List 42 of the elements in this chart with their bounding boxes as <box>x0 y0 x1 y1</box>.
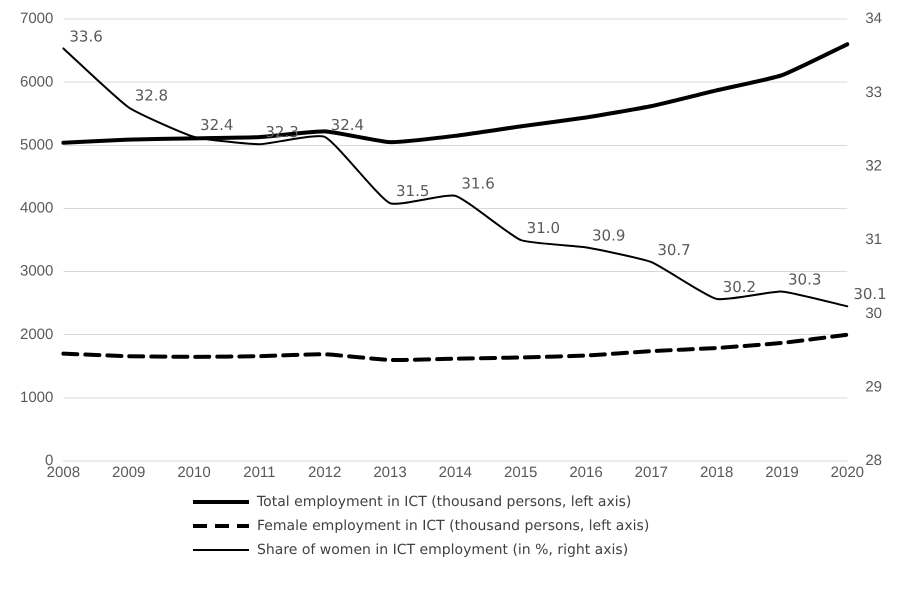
y-tick-label: 7000 <box>20 10 54 28</box>
y-tick-label: 4000 <box>20 200 54 217</box>
x-tick-label: 2018 <box>700 464 734 482</box>
y-tick-label: 6000 <box>20 73 54 90</box>
y2-tick-label: 33 <box>865 84 882 101</box>
data-label: 33.6 <box>69 27 103 46</box>
y2-tick-label: 29 <box>865 378 882 396</box>
y2-tick-label: 30 <box>865 304 882 322</box>
y2-tick-label: 28 <box>865 452 882 470</box>
x-tick-label: 2012 <box>308 464 342 482</box>
x-tick-label: 2011 <box>243 464 276 482</box>
legend-label: Share of women in ICT employment (in %, right axis) <box>257 542 628 558</box>
data-label: 30.9 <box>592 226 626 244</box>
y-tick-label: 5000 <box>20 136 54 154</box>
x-tick-label: 2017 <box>634 464 668 482</box>
x-tick-label: 2009 <box>112 464 146 482</box>
legend-label: Female employment in ICT (thousand persons, left axis) <box>257 518 650 534</box>
y-tick-label: 1000 <box>20 389 54 406</box>
data-label: 32.4 <box>200 116 234 134</box>
y2-tick-label: 31 <box>865 231 882 248</box>
x-tick-label: 2013 <box>373 464 407 482</box>
data-label: 30.1 <box>853 285 887 304</box>
y2-tick-label: 34 <box>865 10 882 28</box>
data-label: 32.4 <box>330 116 364 134</box>
legend-label: Total employment in ICT (thousand persons, left axis) <box>257 494 632 510</box>
data-label: 30.3 <box>788 270 822 288</box>
x-tick-label: 2020 <box>830 464 864 482</box>
x-tick-label: 2019 <box>765 464 799 482</box>
line-series <box>61 332 850 362</box>
y-tick-label: 2000 <box>20 326 54 343</box>
data-label: 31.6 <box>461 174 495 193</box>
data-label: 31.5 <box>396 182 430 200</box>
y-tick-label: 3000 <box>20 262 54 280</box>
x-tick-label: 2016 <box>569 464 603 482</box>
x-tick-label: 2014 <box>438 464 472 482</box>
data-label: 30.2 <box>722 278 756 296</box>
x-tick-label: 2015 <box>504 464 538 482</box>
y2-tick-label: 32 <box>865 157 882 174</box>
data-label: 31.0 <box>526 218 560 237</box>
x-tick-label: 2010 <box>177 464 211 482</box>
data-label: 30.7 <box>657 240 691 259</box>
data-label: 32.8 <box>134 86 168 104</box>
